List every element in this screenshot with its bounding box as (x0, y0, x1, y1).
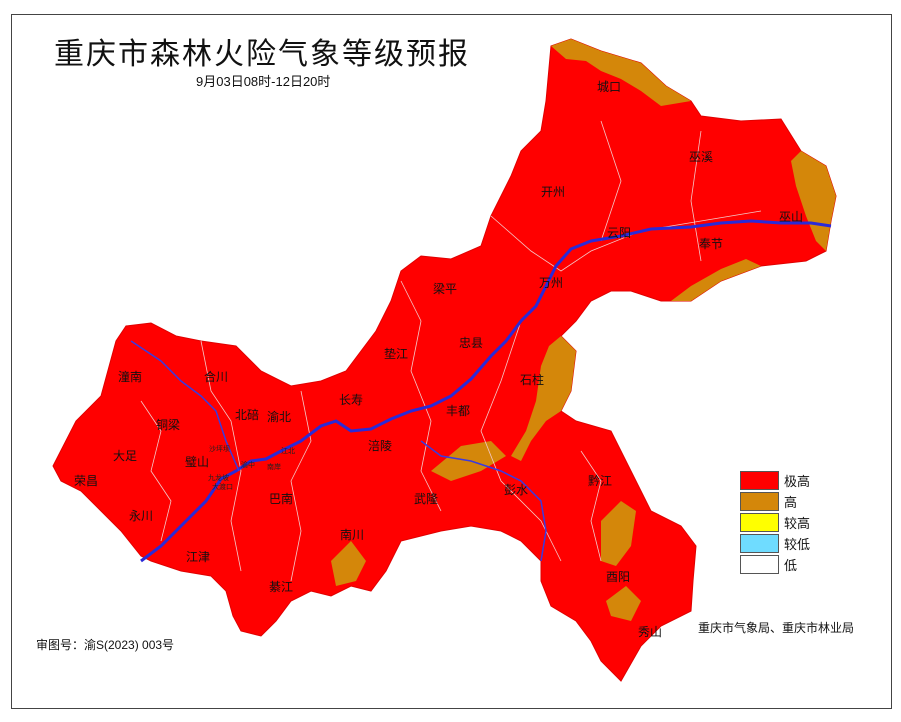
legend-swatch (740, 555, 779, 574)
label-changshou: 长寿 (339, 393, 363, 407)
label-jiangjin: 江津 (186, 550, 210, 564)
label-dadukou: 大渡口 (212, 482, 233, 491)
label-yunyang: 云阳 (607, 226, 631, 240)
label-qianjiang: 黔江 (588, 473, 612, 488)
label-fengdu: 丰都 (446, 404, 470, 418)
high-area-shizhu (511, 336, 576, 461)
label-tongnan: 潼南 (118, 369, 142, 384)
label-hechuan: 合川 (204, 369, 228, 384)
label-fuling: 涪陵 (368, 438, 392, 453)
label-wuxi: 巫溪 (689, 150, 713, 164)
label-nanan: 南岸 (267, 462, 281, 471)
label-qijiang: 綦江 (269, 580, 293, 594)
label-zhongxian: 忠县 (459, 336, 483, 350)
legend-label: 高 (784, 496, 798, 511)
legend-swatch (740, 492, 779, 511)
label-yuzhong: 渝中 (241, 460, 255, 469)
legend: 极高 高 较高 较低 低 (740, 470, 810, 575)
map-frame: 城口 巫溪 开州 云阳 巫山 奉节 万州 梁平 忠县 垫江 石柱 潼南 合川 北… (11, 14, 892, 709)
map-title: 重庆市森林火险气象等级预报 (54, 37, 470, 72)
label-pengshui: 彭水 (504, 483, 528, 497)
legend-swatch (740, 513, 779, 532)
label-kaizhou: 开州 (541, 185, 565, 199)
label-nanchuan: 南川 (340, 527, 364, 542)
legend-item-high: 高 (740, 491, 810, 512)
high-area-youyang (601, 501, 636, 566)
legend-item-extreme: 极高 (740, 470, 810, 491)
label-wanzhou: 万州 (539, 276, 563, 290)
legend-label: 较低 (784, 538, 811, 553)
chongqing-region-fill (52, 38, 837, 682)
district-labels: 城口 巫溪 开州 云阳 巫山 奉节 万州 梁平 忠县 垫江 石柱 潼南 合川 北… (74, 80, 803, 639)
label-dazu: 大足 (113, 449, 137, 463)
high-area-nanchuan (331, 541, 366, 586)
legend-swatch (740, 534, 779, 553)
label-beibei: 北碚 (235, 407, 259, 422)
map-review-number: 审图号：渝S(2023) 003号 (36, 638, 175, 652)
legend-swatch (740, 471, 779, 490)
label-bishan: 璧山 (185, 454, 209, 469)
label-wushan: 巫山 (779, 210, 803, 224)
legend-item-fairly-high: 较高 (740, 512, 810, 533)
label-xiushan: 秀山 (638, 625, 662, 639)
label-jiulongpo: 九龙坡 (208, 473, 229, 482)
label-yongchuan: 永川 (129, 509, 153, 523)
legend-label: 极高 (784, 475, 811, 490)
label-fengjie: 奉节 (699, 237, 723, 251)
district-boundaries (140, 120, 762, 582)
forecast-period: 9月03日08时-12日20时 (196, 74, 331, 89)
label-youyang: 酉阳 (606, 570, 630, 584)
label-dianjiang: 垫江 (384, 346, 408, 361)
jialing-river (130, 340, 240, 472)
label-jiangbei: 江北 (281, 447, 295, 455)
label-wulong: 武隆 (414, 491, 438, 506)
label-shapingba: 沙坪坝 (209, 444, 230, 453)
chongqing-map: 城口 巫溪 开州 云阳 巫山 奉节 万州 梁平 忠县 垫江 石柱 潼南 合川 北… (52, 38, 837, 682)
legend-label: 低 (784, 559, 798, 574)
label-rongchang: 荣昌 (74, 474, 98, 488)
label-chengkou: 城口 (597, 80, 621, 94)
high-area-fengjie (671, 259, 761, 301)
label-tongliang: 铜梁 (156, 417, 180, 432)
high-area-chengkou (551, 39, 691, 106)
label-yubei: 渝北 (267, 409, 291, 424)
yangtze-river (140, 219, 832, 563)
legend-label: 较高 (784, 517, 811, 532)
legend-item-fairly-low: 较低 (740, 533, 810, 554)
wujiang-river (420, 440, 547, 562)
label-liangping: 梁平 (433, 281, 457, 296)
label-shizhu: 石柱 (520, 372, 544, 387)
legend-item-low: 低 (740, 554, 810, 575)
issuing-agency: 重庆市气象局、重庆市林业局 (698, 621, 855, 635)
high-area-xiushan (606, 586, 641, 621)
label-banan: 巴南 (269, 491, 293, 506)
